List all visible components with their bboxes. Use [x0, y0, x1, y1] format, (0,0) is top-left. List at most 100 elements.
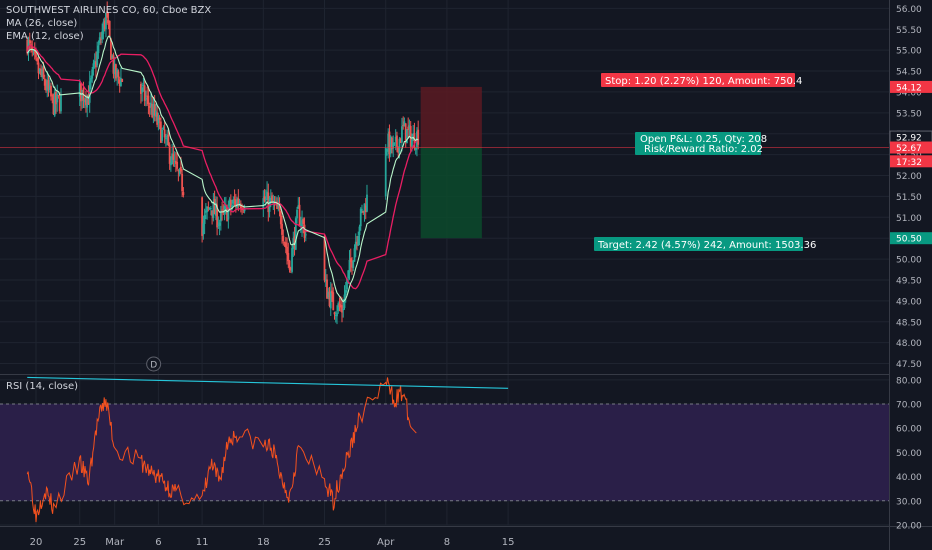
candle-body — [361, 209, 363, 211]
price-label-stop-text: 54.12 — [896, 83, 922, 93]
time-tick-label: 15 — [502, 537, 515, 548]
pnl-label-box[interactable] — [635, 132, 761, 155]
candle-body — [411, 140, 413, 147]
candle-body — [389, 136, 392, 154]
candle-body — [353, 248, 356, 262]
candle-body — [391, 137, 393, 150]
candle-body — [110, 38, 112, 60]
candle-body — [58, 98, 61, 112]
dividend-marker[interactable] — [146, 356, 162, 372]
time-tick-label: 6 — [155, 537, 161, 548]
candle-body — [178, 168, 181, 174]
candle-body — [283, 242, 286, 244]
candle-body — [407, 126, 410, 130]
candle-body — [388, 131, 391, 155]
candle-body — [218, 222, 221, 226]
target-label-box[interactable] — [594, 237, 803, 251]
candle-body — [299, 224, 302, 226]
candle-body — [282, 235, 285, 242]
price-tick-label: 47.50 — [896, 360, 922, 370]
candle-body — [151, 103, 154, 118]
candle-body — [161, 129, 164, 141]
time-tick-label: Mar — [105, 537, 125, 548]
candle-body — [304, 234, 307, 236]
candle-body — [347, 270, 350, 279]
candle-body — [291, 248, 293, 272]
time-tick-label: 25 — [73, 537, 86, 548]
candle-body — [288, 260, 291, 270]
candle-body — [352, 260, 355, 268]
candle-body — [55, 92, 57, 105]
time-tick-label: 8 — [444, 537, 450, 548]
stop-zone[interactable] — [420, 86, 482, 148]
price-label-current-text: 52.92 — [896, 134, 922, 144]
rsi-legend[interactable]: RSI (14, close) — [6, 381, 79, 392]
candle-body — [147, 95, 150, 105]
candle-body — [83, 99, 86, 103]
candle-body — [45, 85, 47, 91]
stop-label-box[interactable] — [601, 73, 795, 87]
candle-body — [413, 133, 416, 149]
candle-body — [88, 81, 91, 103]
candle-body — [323, 236, 326, 281]
candle-body — [328, 291, 331, 307]
price-tick-label: 54.50 — [896, 68, 922, 78]
candle-body — [344, 289, 347, 295]
candle-body — [78, 83, 81, 97]
candle-body — [177, 170, 180, 172]
candle-body — [229, 199, 232, 208]
target-zone[interactable] — [420, 147, 482, 239]
candle-body — [414, 147, 417, 150]
candle-body — [86, 95, 89, 108]
candle-body — [329, 291, 332, 309]
time-tick-label: 11 — [196, 537, 209, 548]
candle-body — [81, 89, 84, 100]
candle-body — [234, 199, 237, 206]
price-tick-label: 48.50 — [896, 318, 922, 328]
rsi-tick-label: 80.00 — [896, 376, 922, 386]
candle-body — [263, 196, 266, 202]
candle-body — [289, 267, 292, 271]
ema-legend[interactable]: EMA (12, close) — [6, 31, 84, 42]
rsi-tick-label: 50.00 — [896, 449, 922, 459]
candle-body — [202, 223, 205, 235]
candle-body — [269, 197, 272, 201]
candle-body — [100, 39, 102, 41]
candle-body — [231, 204, 233, 209]
candle-body — [146, 95, 149, 97]
candle-body — [239, 205, 242, 209]
candle-body — [36, 58, 39, 62]
candle-body — [120, 77, 122, 87]
candle-body — [409, 125, 412, 147]
candle-body — [399, 138, 402, 143]
candle-body — [403, 121, 406, 127]
price-tick-label: 49.00 — [896, 297, 922, 307]
candle-body — [179, 166, 182, 172]
rsi-trend-line[interactable] — [27, 376, 509, 389]
candle-body — [303, 224, 306, 238]
price-label-stop — [890, 80, 932, 93]
candle-body — [163, 129, 166, 138]
candle-body — [363, 203, 366, 212]
candle-body — [98, 37, 101, 44]
candle-body — [237, 198, 240, 205]
candle-body — [387, 133, 390, 152]
price-tick-label: 51.00 — [896, 214, 922, 224]
candle-body — [232, 199, 235, 204]
candle-body — [324, 279, 327, 282]
candle-body — [267, 192, 270, 213]
candle-body — [37, 62, 40, 74]
candle-body — [417, 129, 420, 145]
candle-body — [57, 94, 60, 97]
candle-body — [207, 207, 210, 209]
price-tick-label: 55.50 — [896, 26, 922, 36]
candle-body — [358, 226, 361, 235]
ma-legend[interactable]: MA (26, close) — [6, 18, 78, 29]
candle-body — [393, 142, 396, 144]
candle-body — [97, 45, 100, 54]
candle-body — [228, 199, 231, 206]
price-label-target — [890, 232, 932, 245]
symbol-legend[interactable]: SOUTHWEST AIRLINES CO, 60, Cboe BZX — [6, 5, 212, 16]
candle-body — [40, 68, 42, 76]
